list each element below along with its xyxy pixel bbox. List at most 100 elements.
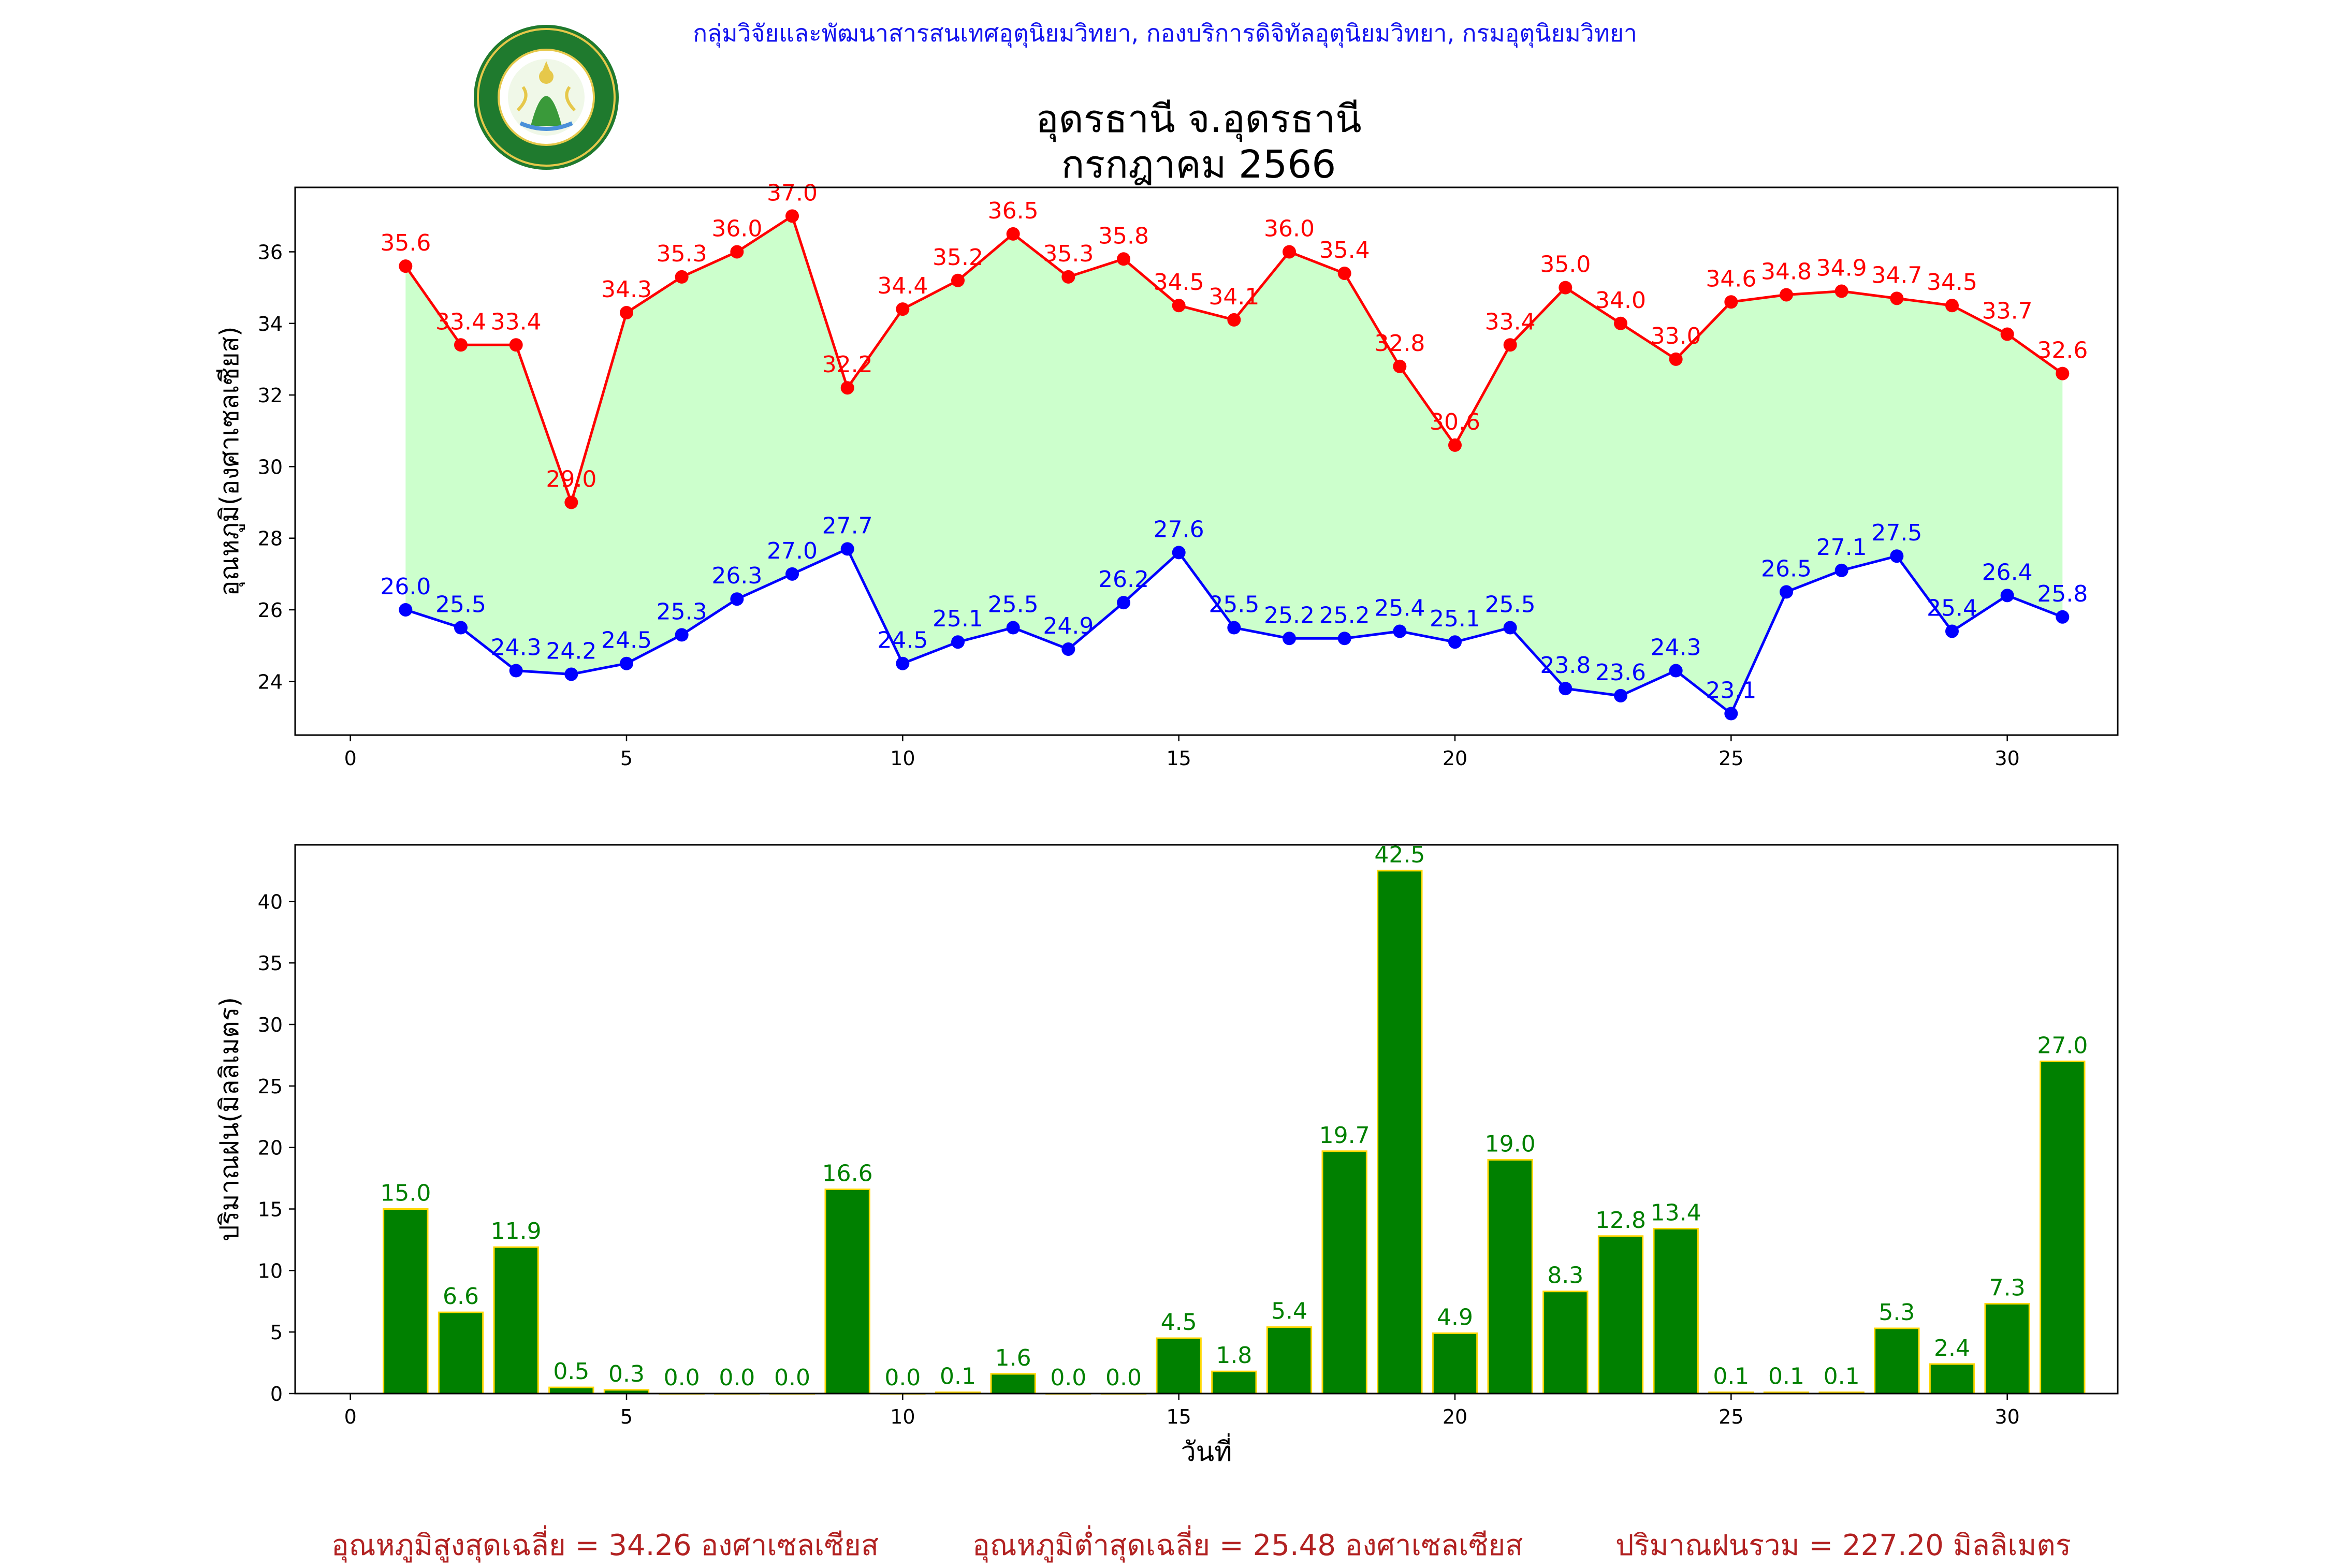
max-temp-point xyxy=(730,245,744,259)
min-temp-point xyxy=(1614,688,1627,702)
max-temp-data-label: 34.0 xyxy=(1595,287,1646,314)
temp-x-tick-label: 30 xyxy=(1994,747,2019,770)
max-temp-point xyxy=(399,259,413,273)
min-temp-data-label: 25.1 xyxy=(1430,606,1480,632)
rain-y-tick-label: 15 xyxy=(258,1198,283,1221)
rain-x-tick-label: 15 xyxy=(1166,1405,1191,1428)
rain-y-axis-label: ปริมาณฝน(มิลลิเมตร) xyxy=(214,997,244,1241)
max-temp-point xyxy=(620,306,633,320)
rain-y-tick-label: 10 xyxy=(258,1259,283,1282)
max-temp-data-label: 29.0 xyxy=(546,466,596,493)
rain-data-label: 42.5 xyxy=(1374,842,1425,868)
temp-x-tick-label: 5 xyxy=(620,747,633,770)
min-temp-point xyxy=(1559,682,1572,696)
min-temp-data-label: 24.5 xyxy=(601,627,652,654)
rain-data-label: 5.4 xyxy=(1271,1298,1307,1325)
rain-data-label: 19.7 xyxy=(1319,1122,1370,1149)
max-temp-data-label: 34.5 xyxy=(1927,269,1977,296)
min-temp-point xyxy=(1448,635,1462,649)
summary-total-rain: ปริมาณฝนรวม = 227.20 มิลลิเมตร xyxy=(1615,1529,2071,1562)
max-temp-data-label: 34.9 xyxy=(1816,255,1867,282)
min-temp-data-label: 26.2 xyxy=(1098,566,1149,593)
max-temp-point xyxy=(1006,227,1020,241)
rain-data-label: 0.3 xyxy=(608,1361,645,1387)
rain-bar xyxy=(1321,1150,1367,1395)
chart-title-month: กรกฎาคม 2566 xyxy=(1061,142,1336,187)
min-temp-point xyxy=(951,635,965,649)
max-temp-data-label: 34.8 xyxy=(1761,258,1812,285)
max-temp-data-label: 37.0 xyxy=(767,180,818,206)
min-temp-point xyxy=(620,656,633,670)
rain-data-label: 0.0 xyxy=(664,1365,700,1391)
min-temp-data-label: 25.3 xyxy=(657,598,707,625)
summary-avg-max: อุณหภูมิสูงสุดเฉลี่ย = 34.26 องศาเซลเซีย… xyxy=(331,1529,879,1562)
rain-data-label: 4.5 xyxy=(1161,1309,1197,1336)
min-temp-point xyxy=(1283,632,1296,646)
min-temp-data-label: 23.1 xyxy=(1706,678,1756,704)
min-temp-point xyxy=(785,567,799,581)
min-temp-point xyxy=(399,603,413,617)
rain-data-label: 0.1 xyxy=(1824,1364,1860,1390)
min-temp-data-label: 24.9 xyxy=(1043,613,1094,639)
rain-data-label: 11.9 xyxy=(491,1218,542,1244)
rain-x-tick-label: 5 xyxy=(620,1405,633,1428)
rain-bar xyxy=(990,1373,1036,1395)
max-temp-point xyxy=(2000,327,2014,341)
temp-x-tick-label: 15 xyxy=(1166,747,1191,770)
rain-data-label: 2.4 xyxy=(1934,1335,1970,1361)
rain-y-tick-label: 0 xyxy=(270,1383,283,1405)
max-temp-point xyxy=(509,338,523,352)
max-temp-point xyxy=(896,302,910,316)
min-temp-data-label: 27.7 xyxy=(822,512,873,539)
temp-y-axis-label: อุณหภูมิ(องศาเซลเซียส) xyxy=(214,326,245,596)
min-temp-data-label: 25.5 xyxy=(435,592,486,618)
max-temp-point xyxy=(1669,352,1683,366)
rain-bar xyxy=(1432,1332,1478,1395)
min-temp-data-label: 24.3 xyxy=(1651,635,1701,661)
min-temp-point xyxy=(730,592,744,606)
min-temp-data-label: 25.4 xyxy=(1927,595,1977,621)
max-temp-point xyxy=(1283,245,1296,259)
min-temp-point xyxy=(1780,585,1793,599)
rain-data-label: 6.6 xyxy=(443,1283,479,1310)
rain-bar xyxy=(1266,1326,1313,1395)
min-temp-point xyxy=(896,656,910,670)
max-temp-data-label: 34.4 xyxy=(877,273,928,299)
rain-bar xyxy=(548,1386,594,1395)
min-temp-point xyxy=(1945,624,1959,638)
rain-bar xyxy=(493,1246,539,1395)
rain-data-label: 0.1 xyxy=(940,1364,976,1390)
min-temp-point xyxy=(675,628,689,642)
rain-y-tick-label: 20 xyxy=(258,1137,283,1160)
temp-y-tick-label: 36 xyxy=(258,241,283,263)
max-temp-point xyxy=(1780,288,1793,302)
min-temp-data-label: 27.0 xyxy=(767,538,818,564)
min-temp-point xyxy=(1834,563,1848,577)
max-temp-data-label: 34.6 xyxy=(1706,266,1756,292)
rain-bar xyxy=(1377,870,1423,1395)
min-temp-point xyxy=(1669,664,1683,678)
temp-x-tick-label: 20 xyxy=(1443,747,1467,770)
rain-data-label: 12.8 xyxy=(1595,1207,1646,1234)
temp-range-fill xyxy=(405,216,2063,714)
temp-x-tick-label: 0 xyxy=(344,747,357,770)
logo-emblem-icon xyxy=(474,25,619,170)
min-temp-data-label: 27.1 xyxy=(1816,534,1867,561)
min-temp-point xyxy=(1724,707,1738,721)
max-temp-data-label: 35.3 xyxy=(1043,241,1094,267)
temp-x-tick-label: 25 xyxy=(1719,747,1743,770)
max-temp-data-label: 33.7 xyxy=(1982,298,2033,325)
max-temp-data-label: 32.2 xyxy=(822,351,873,378)
rain-data-label: 0.0 xyxy=(1050,1365,1086,1391)
max-temp-point xyxy=(785,209,799,223)
max-temp-data-label: 34.5 xyxy=(1154,269,1204,296)
min-temp-point xyxy=(454,621,468,635)
max-temp-data-label: 36.0 xyxy=(711,215,762,242)
temp-y-tick-label: 30 xyxy=(258,456,283,478)
rain-data-label: 0.0 xyxy=(1105,1365,1142,1391)
min-temp-data-label: 24.3 xyxy=(491,635,542,661)
rain-x-tick-label: 30 xyxy=(1994,1405,2019,1428)
rain-data-label: 0.0 xyxy=(884,1365,921,1391)
max-temp-point xyxy=(2056,367,2070,380)
min-temp-point xyxy=(1503,621,1517,635)
